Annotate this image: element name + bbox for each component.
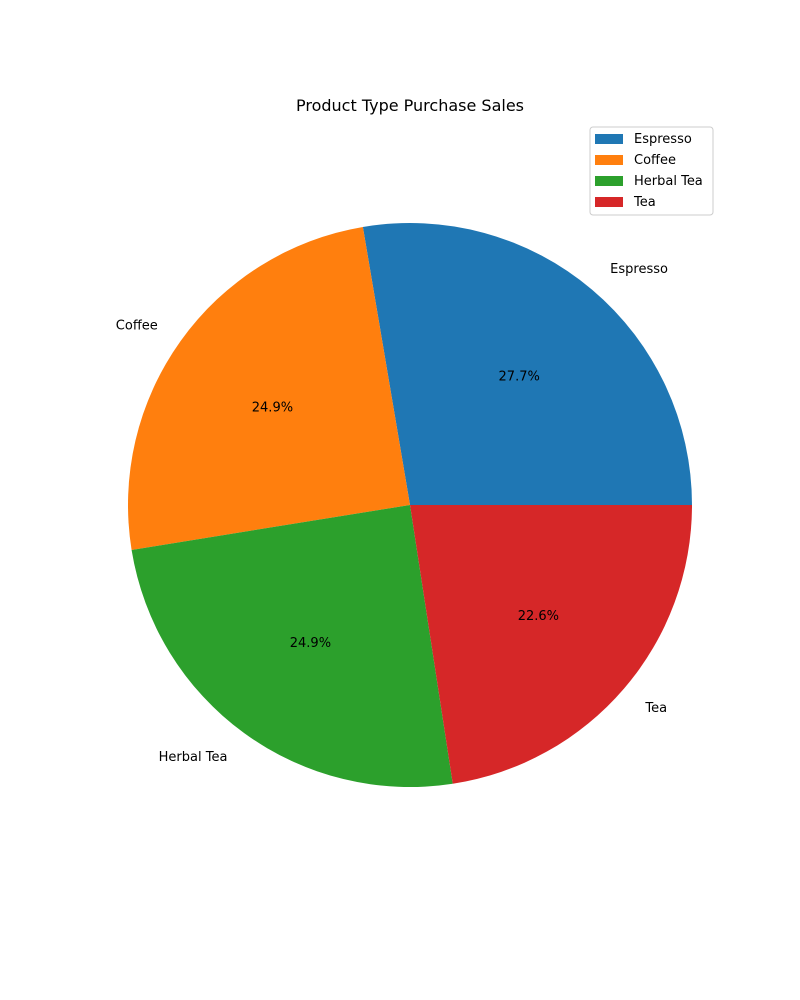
legend-label-espresso: Espresso — [634, 132, 692, 147]
legend-swatch-tea — [595, 197, 623, 207]
pie-labels: Espresso 27.7% Coffee 24.9% Herbal Tea 24.9% T… — [116, 262, 668, 765]
slice-label-espresso: Espresso — [610, 262, 668, 277]
chart-title: Product Type Purchase Sales — [296, 96, 524, 115]
slice-coffee — [127, 226, 410, 550]
legend-swatch-coffee — [595, 155, 623, 165]
legend-label-tea: Tea — [633, 195, 656, 210]
legend-swatch-espresso — [595, 134, 623, 144]
legend-label-herbal-tea: Herbal Tea — [634, 174, 703, 189]
slice-label-coffee: Coffee — [116, 318, 158, 333]
percent-label-coffee: 24.9% — [252, 400, 293, 415]
percent-label-tea: 22.6% — [518, 609, 559, 624]
slice-espresso — [362, 222, 692, 505]
legend-frame — [589, 126, 714, 216]
slice-label-herbal-tea: Herbal Tea — [159, 750, 228, 765]
slice-tea — [410, 505, 692, 784]
pie-slices — [127, 222, 692, 787]
legend-label-coffee: Coffee — [634, 153, 676, 168]
legend: Espresso Coffee Herbal Tea Tea — [589, 126, 714, 216]
slice-herbal-tea — [131, 505, 453, 787]
legend-swatch-herbal-tea — [595, 176, 623, 186]
percent-label-espresso: 27.7% — [499, 370, 540, 385]
percent-label-herbal-tea: 24.9% — [290, 636, 331, 651]
slice-label-tea: Tea — [644, 701, 667, 716]
